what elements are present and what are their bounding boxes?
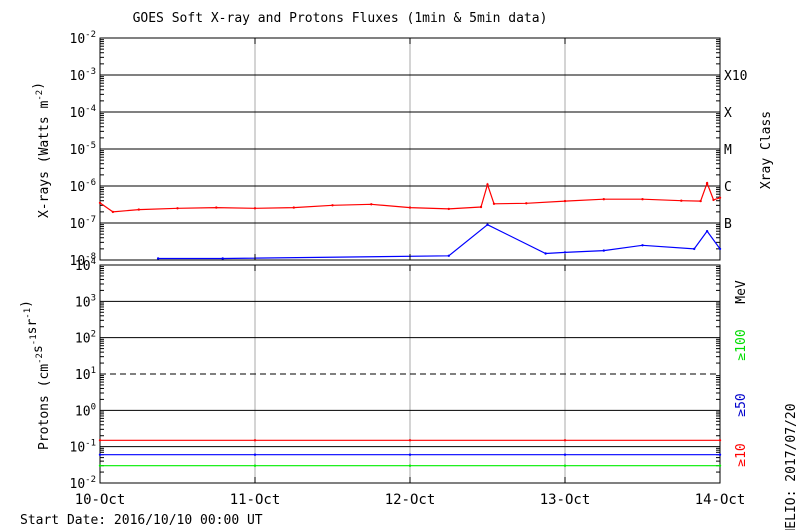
- proton-series-0-point: [718, 439, 722, 442]
- proton-panel: 10-2 10-1 100 101 102 103 104 ≥100 ≥50 ≥10 MeV P…: [19, 257, 749, 492]
- proton-series-0-point: [408, 439, 412, 442]
- xray-series-0-point: [479, 205, 483, 209]
- xray-series-1-point: [447, 254, 450, 257]
- xray-series-1: [158, 223, 721, 260]
- xray-series-0-point: [712, 198, 715, 202]
- xray-series-0-point: [602, 198, 605, 201]
- xray-series-1-point: [486, 223, 489, 226]
- xray-series-1-point: [641, 244, 644, 247]
- xray-class-label: C: [724, 180, 732, 195]
- xray-series-0-point: [486, 183, 489, 186]
- xray-series-0-point: [525, 202, 528, 205]
- proton-ytick-label: 10-2: [70, 475, 97, 492]
- start-date: Start Date: 2016/10/10 00:00 UT: [20, 513, 263, 528]
- proton-series-2-point: [253, 464, 257, 467]
- xray-ytick-label: 10-4: [70, 104, 97, 121]
- proton-energy-label: ≥100: [734, 329, 749, 360]
- xray-series-1-point: [156, 257, 160, 260]
- x-tick-label: 12-Oct: [385, 492, 436, 508]
- xray-series-1-point: [602, 249, 605, 252]
- proton-ytick-label: 10-1: [70, 439, 97, 456]
- proton-series-2-point: [718, 464, 722, 467]
- proton-series-1-point: [408, 453, 412, 456]
- proton-energy-label: ≥10: [734, 443, 749, 466]
- proton-series-0-point: [563, 439, 567, 442]
- xray-series-0-point: [111, 210, 115, 214]
- proton-ytick-label: 101: [75, 366, 96, 383]
- xray-series-0-point: [699, 199, 702, 203]
- xray-ytick-label: 10-8: [70, 252, 97, 269]
- xray-ytick-label: 10-3: [70, 67, 97, 84]
- xray-ytick-label: 10-2: [70, 30, 97, 47]
- proton-energy-label: ≥50: [734, 393, 749, 416]
- proton-ytick-label: 102: [75, 330, 96, 347]
- xray-series-1-point: [544, 252, 547, 255]
- xray-ytick-label: 10-5: [70, 141, 97, 158]
- xray-class-label: B: [724, 217, 732, 232]
- xray-series-1-point: [693, 247, 696, 251]
- xray-series-0-point: [408, 206, 412, 209]
- xray-series-0-point: [641, 198, 644, 201]
- xray-series-1-point: [221, 257, 224, 260]
- xray-ylabel: X-rays (Watts m-2): [31, 82, 52, 218]
- xray-series-0-point: [705, 181, 709, 185]
- xray-series-0-point: [331, 204, 334, 207]
- proton-energy-unit: MeV: [734, 280, 749, 304]
- x-tick-label: 11-Oct: [230, 492, 281, 508]
- proton-series-1-point: [253, 453, 257, 456]
- xray-series-0-point: [718, 196, 722, 199]
- xray-series-0-point: [176, 207, 179, 210]
- xray-series-1-point: [718, 247, 722, 251]
- xray-series-0-point: [137, 208, 140, 211]
- proton-series-1-point: [718, 453, 722, 456]
- proton-series-1-point: [98, 453, 102, 456]
- proton-series-1-point: [563, 453, 567, 456]
- xray-class-label: M: [724, 143, 732, 158]
- xray-series-0-point: [492, 202, 496, 205]
- chart-title: GOES Soft X-ray and Protons Fluxes (1min…: [133, 11, 548, 26]
- xray-series-0-point: [215, 206, 218, 209]
- xray-class-label: X: [724, 106, 732, 121]
- xray-series-0-point: [98, 201, 102, 205]
- xray-ytick-label: 10-7: [70, 215, 97, 232]
- proton-series-0-point: [98, 439, 102, 442]
- xray-series-0-point: [447, 207, 450, 211]
- xray-panel: 10-8 10-7 10-6 10-5 10-4 10-3 10-2 X10 X M C B Xra…: [31, 30, 774, 269]
- x-tick-label: 10-Oct: [75, 492, 126, 508]
- proton-ytick-label: 103: [75, 293, 96, 310]
- xray-series-0-point: [370, 203, 373, 206]
- x-tick-label: 13-Oct: [540, 492, 591, 508]
- xray-ytick-label: 10-6: [70, 178, 97, 195]
- xray-class-label: X10: [724, 69, 747, 84]
- xray-series-0-point: [253, 207, 257, 210]
- proton-series-2-point: [98, 464, 102, 467]
- xray-series-1-point: [705, 230, 709, 233]
- proton-series-0-point: [253, 439, 257, 442]
- proton-series-2-point: [563, 464, 567, 467]
- xray-series-0-point: [563, 199, 567, 203]
- x-tick-label: 14-Oct: [695, 492, 746, 508]
- proton-ylabel: Protons (cm-2s-1sr-1): [19, 300, 52, 450]
- xray-series-1-point: [563, 251, 567, 254]
- xray-class-title: Xray Class: [759, 111, 774, 189]
- xray-series-0-point: [680, 199, 683, 202]
- proton-ytick-label: 100: [75, 402, 96, 419]
- helio-stamp: HELIO: 2017/07/20: [784, 403, 799, 530]
- proton-ytick-label: 104: [75, 257, 96, 274]
- proton-series-2-point: [408, 464, 412, 467]
- xray-series-0-point: [292, 206, 295, 209]
